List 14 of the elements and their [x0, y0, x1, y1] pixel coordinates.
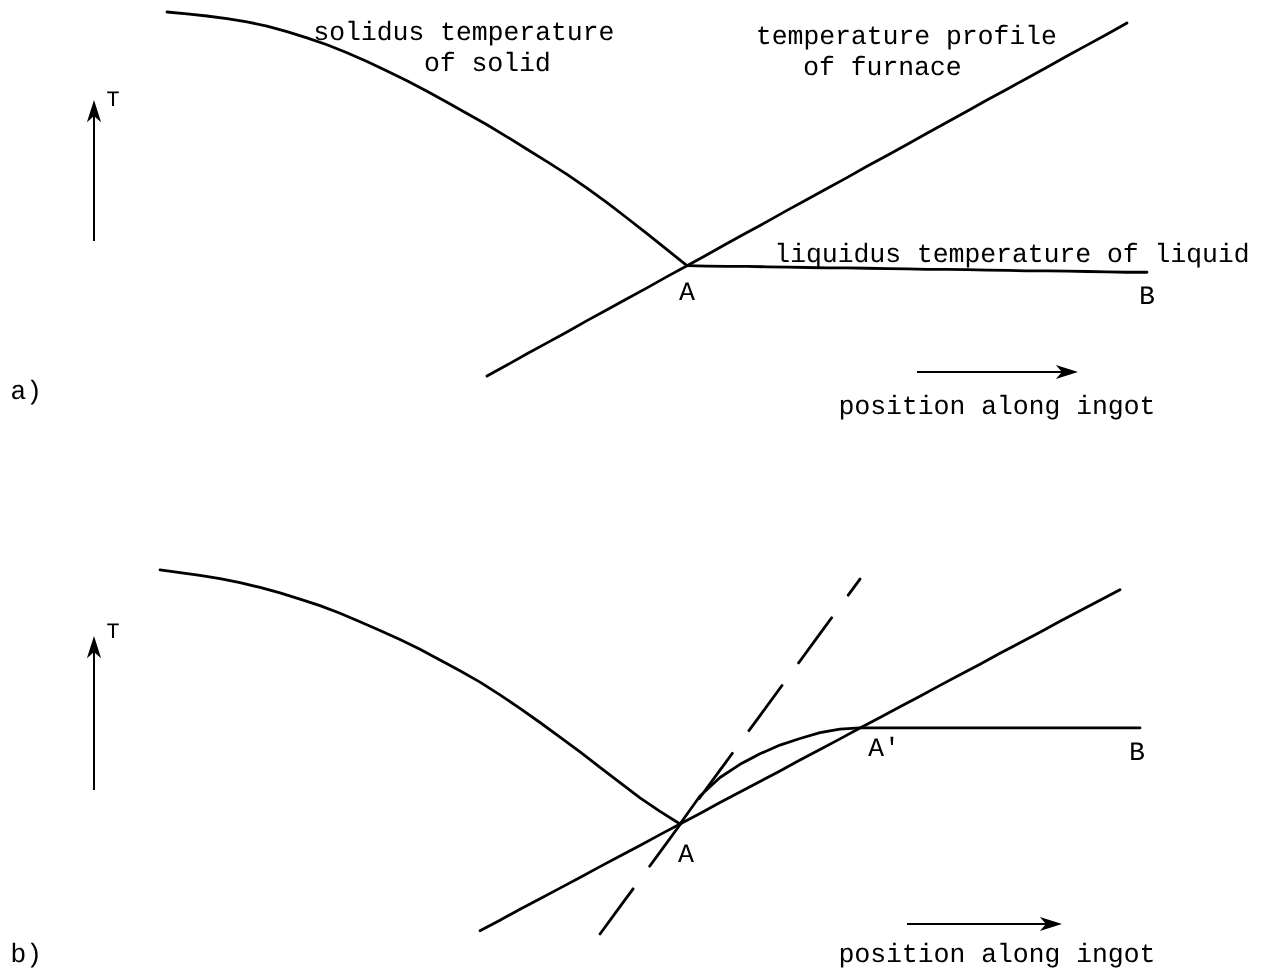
annotation: A: [678, 844, 694, 862]
annotation: A': [868, 736, 894, 756]
x-axis-title: position along ingot: [840, 394, 1153, 420]
series-label: liquidus temperature of liquid: [777, 242, 1248, 268]
annotation: A: [679, 282, 695, 300]
x-axis-title: position along ingot: [840, 942, 1153, 968]
text: b): [12, 942, 38, 968]
series-label: temperature profile of furnace: [758, 24, 1056, 76]
y-axis-title: T: [107, 91, 119, 106]
series-label: solidus temperature of solid: [315, 20, 613, 72]
annotation: B: [1141, 286, 1154, 304]
annotation: B: [1131, 742, 1144, 760]
y-axis-title: T: [107, 623, 119, 638]
text: a): [12, 379, 38, 405]
